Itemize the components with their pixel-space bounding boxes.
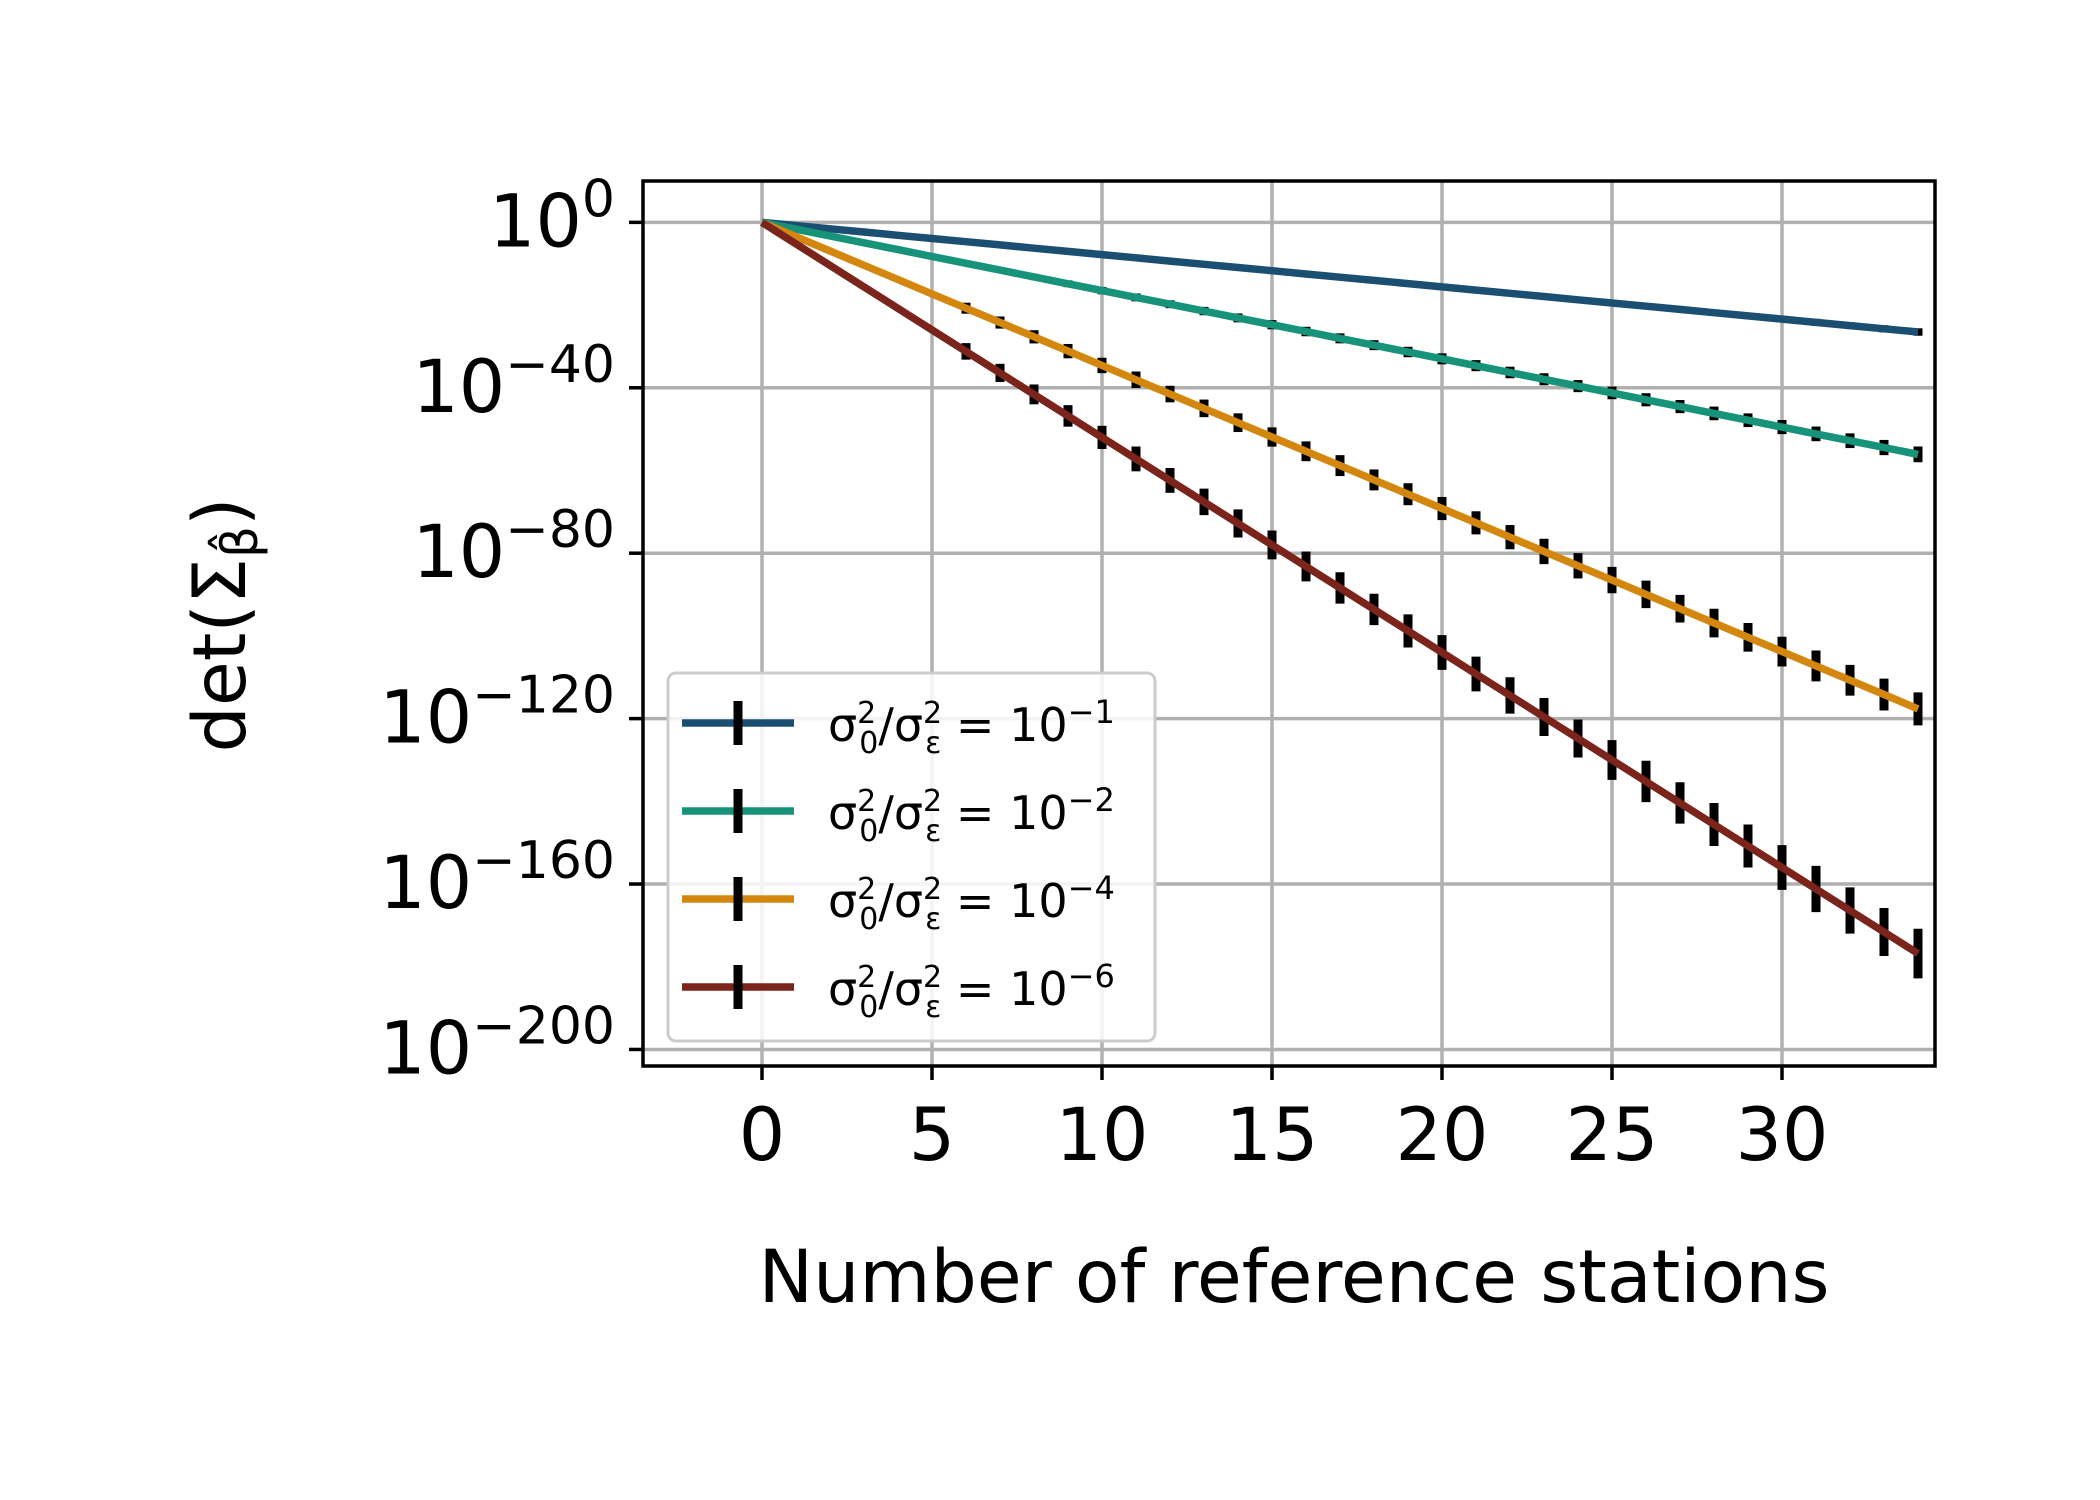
legend-label-sup2-1: 2 bbox=[923, 784, 942, 819]
legend-label-sigmae-3: /σ bbox=[878, 962, 923, 1016]
y-axis-title-close: ) bbox=[178, 498, 263, 526]
legend-label-sub1-0: 0 bbox=[859, 726, 878, 761]
legend-label-eq-2: = 10 bbox=[941, 874, 1067, 928]
legend-item-0: σ2 0/σ2 ε = 10−1 bbox=[682, 693, 1115, 761]
series-3-line bbox=[759, 219, 1921, 957]
legend-label-sub2-2: ε bbox=[925, 902, 941, 937]
y-tick-label-5: 10−200 bbox=[379, 996, 615, 1091]
plot-area bbox=[641, 179, 1937, 1068]
legend-label-sup1-0: 2 bbox=[857, 696, 876, 731]
x-tick-label-2: 10 bbox=[1056, 1093, 1149, 1178]
y-tick-label-1: 10−40 bbox=[412, 335, 615, 430]
legend-label-exp-0: −1 bbox=[1068, 693, 1115, 731]
y-tick-label-exp-3: −120 bbox=[472, 666, 615, 726]
series-layer bbox=[759, 218, 1923, 979]
y-tick-label-exp-4: −160 bbox=[472, 831, 615, 891]
y-tick-label-exp-2: −80 bbox=[505, 500, 615, 560]
legend-label-sub1-1: 0 bbox=[859, 814, 878, 849]
legend-label-sigma0-1: σ bbox=[828, 786, 857, 840]
x-tick-label-0: 0 bbox=[739, 1093, 785, 1178]
legend-label-2: σ2 0/σ2 ε = 10−4 bbox=[828, 869, 1115, 937]
y-tick-label-4: 10−160 bbox=[379, 831, 615, 926]
legend-label-1: σ2 0/σ2 ε = 10−2 bbox=[828, 781, 1115, 849]
legend-label-sigma0-2: σ bbox=[828, 874, 857, 928]
legend-label-sup1-2: 2 bbox=[857, 872, 876, 907]
series-0 bbox=[761, 218, 1923, 336]
y-tick-label-base-2: 10 bbox=[412, 510, 505, 595]
legend-label-exp-2: −4 bbox=[1068, 869, 1115, 907]
y-tick-label-0: 100 bbox=[489, 169, 615, 264]
series-1-line bbox=[761, 218, 1919, 459]
legend-label-eq-0: = 10 bbox=[941, 698, 1067, 752]
x-tick-label-3: 15 bbox=[1226, 1093, 1319, 1178]
legend-label-3: σ2 0/σ2 ε = 10−6 bbox=[828, 957, 1115, 1025]
x-tick-label-6: 30 bbox=[1736, 1093, 1829, 1178]
legend-label-eq-1: = 10 bbox=[941, 786, 1067, 840]
legend-label-sup1-1: 2 bbox=[857, 784, 876, 819]
y-tick-label-exp-1: −40 bbox=[505, 335, 615, 395]
legend-label-eq-3: = 10 bbox=[941, 962, 1067, 1016]
plot-frame bbox=[641, 179, 1937, 1068]
y-tick-label-base-3: 10 bbox=[379, 676, 472, 761]
legend-item-2: σ2 0/σ2 ε = 10−4 bbox=[682, 869, 1115, 937]
series-0-line bbox=[761, 218, 1919, 336]
legend-label-sigmae-0: /σ bbox=[878, 698, 923, 752]
legend: σ2 0/σ2 ε = 10−1σ2 0/σ2 ε = 10−2σ2 0/σ2 ε = 10… bbox=[666, 671, 1157, 1043]
legend-label-0: σ2 0/σ2 ε = 10−1 bbox=[828, 693, 1115, 761]
series-1 bbox=[761, 218, 1923, 463]
legend-label-sub2-3: ε bbox=[925, 990, 941, 1025]
y-axis-title-sub: β̂ bbox=[208, 526, 269, 558]
legend-label-sub1-2: 0 bbox=[859, 902, 878, 937]
y-tick-label-base-5: 10 bbox=[379, 1006, 472, 1091]
x-tick-label-1: 5 bbox=[909, 1093, 955, 1178]
legend-label-sub2-0: ε bbox=[925, 726, 941, 761]
legend-label-sigmae-2: /σ bbox=[878, 874, 923, 928]
legend-label-sigma0-3: σ bbox=[828, 962, 857, 1016]
y-tick-label-3: 10−120 bbox=[379, 666, 615, 761]
legend-item-3: σ2 0/σ2 ε = 10−6 bbox=[682, 957, 1115, 1025]
legend-label-sup2-3: 2 bbox=[923, 960, 942, 995]
legend-label-sigmae-1: /σ bbox=[878, 786, 923, 840]
y-tick-label-exp-0: 0 bbox=[582, 169, 615, 229]
y-axis-title: det(Σβ̂) bbox=[178, 498, 269, 753]
x-tick-label-4: 20 bbox=[1396, 1093, 1489, 1178]
x-axis: 0 5 10 15 20 25 30 bbox=[739, 1066, 1829, 1178]
legend-item-1: σ2 0/σ2 ε = 10−2 bbox=[682, 781, 1115, 849]
y-tick-label-2: 10−80 bbox=[412, 500, 615, 595]
series-2-line bbox=[760, 218, 1920, 713]
legend-label-exp-3: −6 bbox=[1068, 957, 1115, 995]
y-axis-title-base: det(Σ bbox=[178, 558, 263, 752]
y-tick-label-exp-5: −200 bbox=[472, 996, 615, 1056]
legend-label-sigma0-0: σ bbox=[828, 698, 857, 752]
y-tick-label-base-4: 10 bbox=[379, 841, 472, 926]
series-3 bbox=[759, 219, 1923, 979]
legend-label-sub2-1: ε bbox=[925, 814, 941, 849]
legend-label-sub1-3: 0 bbox=[859, 990, 878, 1025]
x-axis-title: Number of reference stations bbox=[758, 1235, 1829, 1320]
legend-label-sup1-3: 2 bbox=[857, 960, 876, 995]
legend-label-exp-1: −2 bbox=[1068, 781, 1115, 819]
y-tick-label-base-1: 10 bbox=[412, 345, 505, 430]
series-2 bbox=[760, 218, 1923, 726]
legend-label-sup2-0: 2 bbox=[923, 696, 942, 731]
legend-label-sup2-2: 2 bbox=[923, 872, 942, 907]
x-tick-label-5: 25 bbox=[1566, 1093, 1659, 1178]
y-tick-label-base-0: 10 bbox=[489, 179, 582, 264]
legend-box bbox=[666, 671, 1157, 1043]
